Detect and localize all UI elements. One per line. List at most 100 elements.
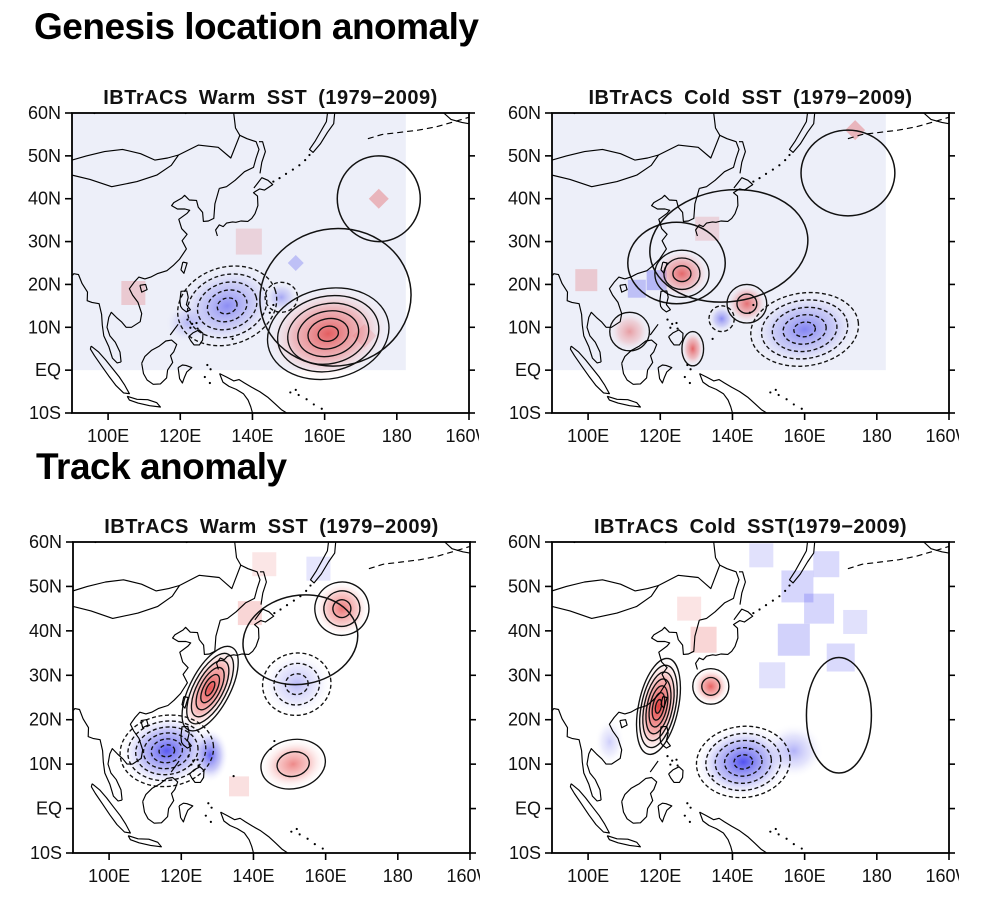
contour-ring-positive — [186, 652, 235, 725]
contour-ring-positive — [635, 657, 682, 756]
contour-ring-positive — [190, 659, 230, 718]
contour-ring-negative — [119, 714, 215, 788]
anomaly-shading-positive — [259, 738, 327, 790]
y-tick-label: 10N — [29, 754, 62, 774]
anomaly-patch — [677, 596, 702, 621]
anomaly-patch — [229, 776, 250, 797]
coastline — [73, 542, 470, 853]
map-panel-track-warm-sst: 100E 120E 140E 160E 180 160W 60N 50N 40N 30N 20N 10… — [29, 516, 480, 886]
map-content — [72, 113, 469, 413]
anomaly-patch — [813, 551, 840, 578]
section-title-track: Track anomaly — [36, 446, 287, 487]
y-tick-label: 20N — [508, 710, 541, 730]
y-tick-label: 60N — [29, 532, 62, 552]
x-tick-label: 160E — [305, 866, 347, 886]
x-tick-label: 120E — [160, 866, 202, 886]
anomaly-shading-positive — [608, 311, 651, 352]
coastline — [72, 113, 469, 413]
anomaly-patch — [235, 228, 262, 255]
contour-ring-positive — [276, 751, 310, 778]
y-tick-label: 30N — [508, 665, 541, 685]
anomaly-shading-positive — [180, 644, 240, 733]
y-tick-label: 60N — [508, 532, 541, 552]
x-tick-label: 140E — [711, 866, 753, 886]
x-tick-label: 160W — [925, 426, 959, 446]
contour-ring-negative — [695, 725, 791, 799]
contour-ring-positive — [609, 311, 651, 352]
anomaly-shading-positive — [692, 667, 730, 705]
panel-title: IBTrACS Cold SST(1979−2009) — [594, 516, 907, 538]
map-panel-track-cold-sst: 100E 120E 140E 160E 180 160W 60N 50N 40N 30N 20N 10… — [508, 516, 959, 886]
contour-ring-negative — [261, 652, 332, 717]
coastline — [552, 113, 949, 413]
anomaly-patch — [287, 255, 304, 271]
anomaly-patch — [777, 623, 810, 656]
contour-ring-positive — [323, 590, 361, 628]
y-tick-label: 30N — [29, 665, 62, 685]
y-tick-label: 30N — [28, 232, 61, 252]
contour-ring-positive — [692, 667, 730, 705]
contour-ring-negative — [793, 321, 817, 338]
contour-ring-positive — [332, 599, 352, 619]
x-tick-label: 120E — [639, 866, 681, 886]
anomaly-patch — [759, 662, 786, 689]
contour-ring-positive — [642, 671, 675, 742]
y-tick-label: 10S — [509, 843, 541, 863]
anomaly-shading-positive — [681, 330, 705, 367]
y-tick-label: 10N — [28, 317, 61, 337]
contour-ring-negative — [158, 744, 176, 758]
contour-ring-zero — [649, 188, 809, 303]
y-tick-label: 50N — [29, 576, 62, 596]
contour-ring-negative — [196, 281, 258, 331]
contour-ring-negative — [135, 726, 199, 776]
x-tick-label: 160E — [784, 866, 826, 886]
y-tick-label: 40N — [508, 189, 541, 209]
contour-ring-positive — [648, 685, 669, 728]
contour-ring-positive — [654, 698, 663, 714]
y-tick-label: 60N — [28, 103, 61, 123]
y-tick-label: 10N — [508, 754, 541, 774]
contour-ring-negative — [284, 673, 309, 696]
contour-ring-negative — [771, 306, 838, 353]
contour-ring-negative — [150, 738, 184, 764]
y-tick-label: 20N — [28, 274, 61, 294]
y-tick-label: EQ — [515, 360, 541, 380]
contour-ring-positive — [260, 738, 327, 790]
contour-ring-zero — [800, 129, 896, 217]
y-tick-label: EQ — [36, 799, 62, 819]
panel-title: IBTrACS Cold SST (1979−2009) — [588, 87, 912, 109]
x-tick-label: 140E — [232, 866, 274, 886]
x-tick-label: 100E — [567, 426, 609, 446]
anomaly-patch — [749, 543, 774, 568]
x-tick-label: 140E — [711, 426, 753, 446]
section-title-genesis: Genesis location anomaly — [34, 6, 479, 47]
y-tick-label: 20N — [29, 710, 62, 730]
contour-ring-zero — [242, 594, 359, 686]
x-tick-label: 100E — [87, 426, 129, 446]
coastline — [552, 542, 949, 853]
y-tick-label: 50N — [28, 146, 61, 166]
x-tick-label: 180 — [862, 866, 892, 886]
anomaly-patch — [843, 609, 868, 634]
anomaly-shading-positive — [313, 580, 370, 637]
plot-frame — [551, 541, 950, 854]
contour-ring-negative — [186, 273, 268, 339]
x-tick-label: 180 — [382, 426, 412, 446]
contour-ring-positive — [297, 310, 360, 358]
x-tick-label: 180 — [862, 426, 892, 446]
contour-ring-positive — [314, 581, 370, 637]
y-tick-label: 50N — [508, 146, 541, 166]
contour-ring-positive — [307, 317, 350, 350]
contour-ring-positive — [195, 666, 225, 711]
anomaly-patch — [781, 570, 814, 603]
y-tick-label: 10S — [509, 403, 541, 423]
x-tick-label: 180 — [383, 866, 413, 886]
contour-ring-positive — [654, 249, 710, 298]
anomaly-shading-positive — [635, 656, 682, 757]
y-tick-label: 60N — [508, 103, 541, 123]
contour-ring-positive — [317, 325, 340, 343]
contour-ring-zero — [336, 155, 422, 243]
map-content — [73, 542, 470, 853]
y-tick-label: 40N — [508, 621, 541, 641]
y-tick-label: 30N — [508, 232, 541, 252]
